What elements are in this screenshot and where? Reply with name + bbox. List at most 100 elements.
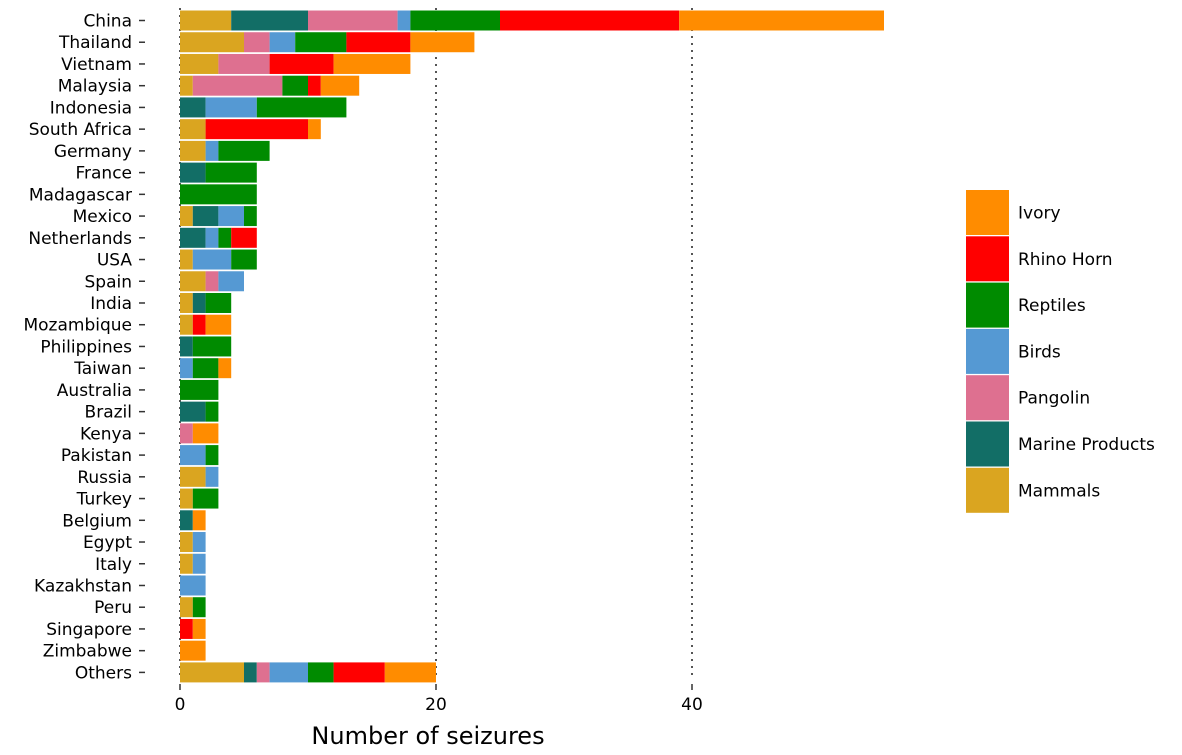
- bar-turkey-mammals: [180, 488, 193, 509]
- bar-china-ivory: [679, 10, 884, 31]
- bar-italy-birds: [192, 553, 206, 574]
- y-tick-label: Kenya: [80, 424, 132, 444]
- bar-others-ivory: [384, 662, 436, 683]
- bar-peru-reptiles: [192, 597, 206, 618]
- bar-france-reptiles: [205, 162, 257, 183]
- bar-belgium-marine-products: [180, 510, 193, 531]
- legend-swatch-pangolin: [966, 375, 1009, 421]
- bar-china-birds: [397, 10, 411, 31]
- bar-pakistan-reptiles: [205, 445, 219, 466]
- bar-others-rhino-horn: [333, 662, 385, 683]
- bar-germany-reptiles: [218, 140, 270, 161]
- y-tick-label: Spain: [85, 272, 133, 292]
- bar-vietnam-mammals: [180, 53, 219, 74]
- bar-others-pangolin: [256, 662, 270, 683]
- bar-thailand-pangolin: [244, 32, 270, 53]
- bar-mozambique-ivory: [205, 314, 232, 335]
- bar-south-africa-rhino-horn: [205, 119, 308, 140]
- y-tick-label: Peru: [94, 598, 132, 618]
- bar-china-rhino-horn: [500, 10, 680, 31]
- legend-label-ivory: Ivory: [1018, 204, 1061, 224]
- bar-usa-mammals: [180, 249, 193, 270]
- bar-spain-pangolin: [205, 271, 219, 292]
- bar-vietnam-ivory: [333, 53, 411, 74]
- legend-label-mammals: Mammals: [1018, 481, 1100, 501]
- bar-malaysia-ivory: [320, 75, 360, 96]
- y-tick-label: Kazakhstan: [34, 576, 132, 596]
- bar-russia-birds: [205, 466, 219, 487]
- bar-egypt-birds: [192, 532, 206, 553]
- bar-netherlands-rhino-horn: [231, 227, 257, 248]
- bar-china-reptiles: [410, 10, 500, 31]
- legend-swatch-birds: [966, 328, 1009, 374]
- bar-kenya-pangolin: [180, 423, 193, 444]
- bar-italy-mammals: [180, 553, 193, 574]
- bar-taiwan-birds: [180, 358, 193, 379]
- bar-others-mammals: [180, 662, 244, 683]
- bar-china-marine-products: [231, 10, 308, 31]
- y-tick-label: Australia: [57, 381, 132, 401]
- bar-peru-mammals: [180, 597, 193, 618]
- bar-china-pangolin: [308, 10, 398, 31]
- legend-swatch-rhino-horn: [966, 236, 1009, 282]
- bar-zimbabwe-ivory: [180, 640, 206, 661]
- y-tick-label: USA: [97, 251, 133, 271]
- bar-russia-mammals: [180, 466, 206, 487]
- bar-mexico-birds: [218, 206, 244, 227]
- y-tick-label: Russia: [77, 468, 132, 488]
- bar-mexico-reptiles: [244, 206, 257, 227]
- bar-netherlands-birds: [205, 227, 219, 248]
- bar-vietnam-pangolin: [218, 53, 270, 74]
- y-axis: ChinaThailandVietnamMalaysiaIndonesiaSou…: [23, 12, 145, 683]
- bar-indonesia-marine-products: [180, 97, 206, 118]
- bar-mozambique-mammals: [180, 314, 193, 335]
- bar-germany-mammals: [180, 140, 206, 161]
- y-tick-label: Taiwan: [73, 359, 132, 379]
- bar-egypt-mammals: [180, 532, 193, 553]
- y-tick-label: Netherlands: [28, 229, 132, 249]
- y-tick-label: Indonesia: [50, 98, 132, 118]
- bar-thailand-reptiles: [295, 32, 347, 53]
- y-tick-label: Brazil: [85, 403, 132, 423]
- y-tick-label: France: [75, 164, 132, 184]
- legend-label-reptiles: Reptiles: [1018, 296, 1086, 316]
- legend-swatch-mammals: [966, 467, 1009, 513]
- y-tick-label: Zimbabwe: [43, 642, 132, 662]
- y-tick-label: Egypt: [83, 533, 132, 553]
- bar-thailand-mammals: [180, 32, 244, 53]
- y-tick-label: Vietnam: [61, 55, 132, 75]
- bar-kenya-ivory: [192, 423, 219, 444]
- legend: Ivory Rhino Horn Reptiles Birds Pangolin Mari…: [966, 190, 1155, 513]
- x-tick-label: 40: [681, 695, 703, 715]
- bar-france-marine-products: [180, 162, 206, 183]
- legend-label-birds: Birds: [1018, 342, 1061, 362]
- bar-china-mammals: [180, 10, 232, 31]
- bar-taiwan-ivory: [218, 358, 232, 379]
- bar-india-mammals: [180, 292, 193, 313]
- bar-singapore-rhino-horn: [180, 618, 193, 639]
- bar-philippines-marine-products: [180, 336, 193, 357]
- bar-taiwan-reptiles: [192, 358, 219, 379]
- bar-malaysia-rhino-horn: [308, 75, 321, 96]
- x-tick-label: 0: [175, 695, 186, 715]
- bar-thailand-birds: [269, 32, 296, 53]
- bar-belgium-ivory: [192, 510, 206, 531]
- bar-vietnam-rhino-horn: [269, 53, 334, 74]
- bar-usa-reptiles: [231, 249, 257, 270]
- y-tick-label: India: [90, 294, 132, 314]
- bar-brazil-marine-products: [180, 401, 206, 422]
- legend-label-rhino-horn: Rhino Horn: [1018, 250, 1113, 270]
- bar-others-birds: [269, 662, 308, 683]
- y-tick-label: Pakistan: [61, 446, 132, 466]
- y-tick-label: China: [83, 12, 132, 32]
- bar-malaysia-pangolin: [192, 75, 283, 96]
- bar-mozambique-rhino-horn: [192, 314, 206, 335]
- y-tick-label: Madagascar: [29, 185, 132, 205]
- bar-malaysia-mammals: [180, 75, 193, 96]
- bar-netherlands-reptiles: [218, 227, 232, 248]
- y-tick-label: Germany: [54, 142, 132, 162]
- bar-spain-mammals: [180, 271, 206, 292]
- bar-india-reptiles: [205, 292, 232, 313]
- bar-india-marine-products: [192, 292, 206, 313]
